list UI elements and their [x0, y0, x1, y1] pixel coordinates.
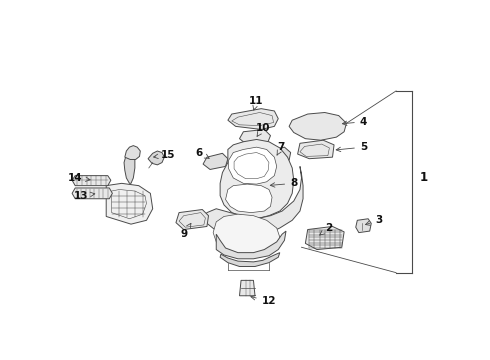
Text: 15: 15: [154, 150, 175, 160]
Text: 3: 3: [366, 215, 383, 225]
Polygon shape: [356, 219, 371, 233]
Polygon shape: [305, 226, 344, 249]
Text: 10: 10: [255, 123, 270, 136]
Text: 12: 12: [251, 296, 276, 306]
Polygon shape: [225, 184, 272, 213]
Text: 8: 8: [270, 178, 297, 188]
Text: 4: 4: [343, 117, 367, 127]
Text: 2: 2: [320, 223, 332, 235]
Polygon shape: [216, 231, 286, 259]
Polygon shape: [220, 253, 280, 266]
Polygon shape: [240, 130, 270, 145]
Polygon shape: [125, 145, 140, 159]
Polygon shape: [297, 140, 334, 159]
Polygon shape: [124, 155, 135, 183]
Text: 14: 14: [68, 173, 90, 183]
Polygon shape: [106, 183, 153, 224]
Text: 6: 6: [196, 148, 209, 158]
Polygon shape: [229, 147, 277, 184]
Polygon shape: [176, 210, 209, 230]
Text: 7: 7: [277, 142, 285, 155]
Text: 9: 9: [180, 223, 191, 239]
Text: 1: 1: [420, 171, 428, 184]
Polygon shape: [267, 147, 291, 163]
Text: 11: 11: [249, 96, 264, 110]
Polygon shape: [148, 151, 164, 165]
Polygon shape: [202, 166, 303, 237]
Polygon shape: [213, 214, 280, 256]
Polygon shape: [240, 280, 255, 296]
Polygon shape: [72, 188, 112, 199]
Polygon shape: [228, 109, 278, 130]
Polygon shape: [289, 112, 346, 140]
Text: 5: 5: [336, 142, 367, 152]
Polygon shape: [203, 153, 228, 170]
Polygon shape: [220, 139, 294, 219]
Polygon shape: [72, 176, 111, 186]
Text: 13: 13: [74, 191, 95, 201]
